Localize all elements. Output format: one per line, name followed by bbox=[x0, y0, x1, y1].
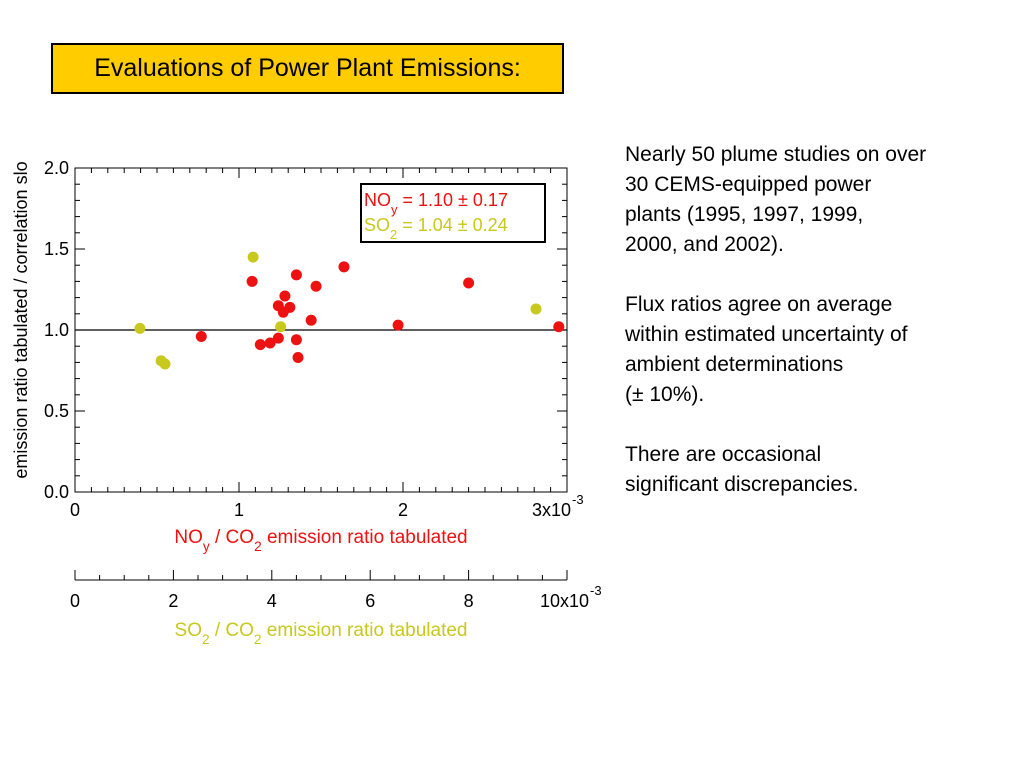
bullet-3-line-2: significant discrepancies. bbox=[625, 473, 859, 496]
noy-point bbox=[292, 352, 304, 364]
legend-entry-so2: SO2 = 1.04 ± 0.24 bbox=[364, 215, 508, 242]
noy-point bbox=[246, 275, 258, 287]
legend-entry-noy-part-1: y bbox=[391, 202, 398, 217]
so2-point bbox=[275, 321, 287, 333]
noy-point bbox=[463, 277, 475, 289]
noy-point bbox=[195, 330, 207, 342]
legend-box bbox=[360, 183, 546, 243]
noy-point bbox=[272, 332, 284, 344]
x-axis-label-noy-part-4: emission ratio tabulated bbox=[262, 527, 468, 548]
x-tick-label: 0 bbox=[70, 500, 80, 520]
bullet-1-line-3: plants (1995, 1997, 1999, bbox=[625, 203, 864, 226]
bullet-2-line-3: ambient determinations bbox=[625, 353, 844, 376]
so2-point bbox=[530, 303, 542, 315]
x2-tick-label: 8 bbox=[464, 591, 474, 611]
legend-entry-noy-part-2: = 1.10 ± 0.17 bbox=[397, 190, 507, 210]
y-tick-label: 0.5 bbox=[44, 401, 69, 421]
legend-entry-so2-part-1: 2 bbox=[390, 227, 397, 242]
noy-point bbox=[290, 269, 302, 281]
x-tick-label: 1 bbox=[234, 500, 244, 520]
noy-point bbox=[310, 280, 322, 292]
x-tick-label: 3x10 bbox=[532, 500, 571, 520]
bullet-1: Nearly 50 plume studies on over 30 CEMS-… bbox=[625, 140, 1015, 260]
bullet-2-line-4: (± 10%). bbox=[625, 383, 705, 406]
y-axis-label: emission ratio tabulated / correlation s… bbox=[11, 161, 31, 478]
x-axis-label-so2-part-1: 2 bbox=[202, 632, 210, 647]
x2-tick-label: 0 bbox=[70, 591, 80, 611]
bullet-3: There are occasional significant discrep… bbox=[625, 440, 1015, 500]
bullet-1-line-2: 30 CEMS-equipped power bbox=[625, 173, 872, 196]
noy-point bbox=[553, 321, 565, 333]
x-axis-label-noy-part-0: NO bbox=[174, 527, 203, 548]
legend-entry-noy-part-0: NO bbox=[364, 190, 391, 210]
x-axis-label-noy-part-1: y bbox=[203, 539, 210, 554]
bullet-2-line-2: within estimated uncertainty of bbox=[625, 323, 908, 346]
x-axis-label-noy-part-2: / CO bbox=[210, 527, 254, 548]
x-axis-label-so2: SO2 / CO2 emission ratio tabulated bbox=[175, 620, 468, 647]
y-tick-label: 1.5 bbox=[44, 239, 69, 259]
noy-point bbox=[290, 334, 302, 346]
legend-entry-so2-part-2: = 1.04 ± 0.24 bbox=[397, 215, 507, 235]
noy-point bbox=[338, 261, 350, 273]
y-tick-label: 1.0 bbox=[44, 320, 69, 340]
x-tick-exponent: -3 bbox=[572, 492, 584, 507]
x2-tick-label: 10x10 bbox=[540, 591, 589, 611]
x2-tick-label: 2 bbox=[168, 591, 178, 611]
bullet-1-line-4: 2000, and 2002). bbox=[625, 233, 784, 256]
x2-tick-label: 4 bbox=[267, 591, 277, 611]
noy-point bbox=[254, 339, 266, 351]
bullet-2-line-1: Flux ratios agree on average bbox=[625, 293, 893, 316]
x-axis-label-so2-part-4: emission ratio tabulated bbox=[262, 620, 468, 641]
noy-point bbox=[305, 314, 317, 326]
x-axis-label-so2-part-0: SO bbox=[175, 620, 202, 641]
bullet-2: Flux ratios agree on average within esti… bbox=[625, 290, 1015, 410]
x-tick-label: 2 bbox=[398, 500, 408, 520]
noy-point bbox=[264, 337, 276, 349]
bullet-3-line-1: There are occasional bbox=[625, 443, 822, 466]
legend-entry-noy: NOy = 1.10 ± 0.17 bbox=[364, 190, 508, 217]
so2-point bbox=[247, 251, 259, 263]
so2-point bbox=[159, 358, 171, 370]
x-axis-label-so2-part-3: 2 bbox=[254, 632, 262, 647]
so2-point bbox=[134, 322, 146, 334]
bullet-1-line-1: Nearly 50 plume studies on over bbox=[625, 143, 927, 166]
bullet-list: Nearly 50 plume studies on over 30 CEMS-… bbox=[625, 140, 1015, 530]
x-axis-label-noy-part-3: 2 bbox=[254, 539, 262, 554]
y-tick-label: 0.0 bbox=[44, 482, 69, 502]
x2-tick-exponent: -3 bbox=[590, 583, 602, 598]
slide-title: Evaluations of Power Plant Emissions: bbox=[51, 43, 564, 94]
noy-point bbox=[284, 301, 296, 313]
slide-title-text: Evaluations of Power Plant Emissions: bbox=[94, 54, 521, 82]
legend-entry-so2-part-0: SO bbox=[364, 215, 390, 235]
noy-point bbox=[392, 319, 404, 331]
x2-tick-label: 6 bbox=[365, 591, 375, 611]
x-axis-label-so2-part-2: / CO bbox=[210, 620, 254, 641]
y-tick-label: 2.0 bbox=[44, 158, 69, 178]
noy-point bbox=[279, 290, 291, 302]
x-axis-label-noy: NOy / CO2 emission ratio tabulated bbox=[174, 527, 467, 554]
